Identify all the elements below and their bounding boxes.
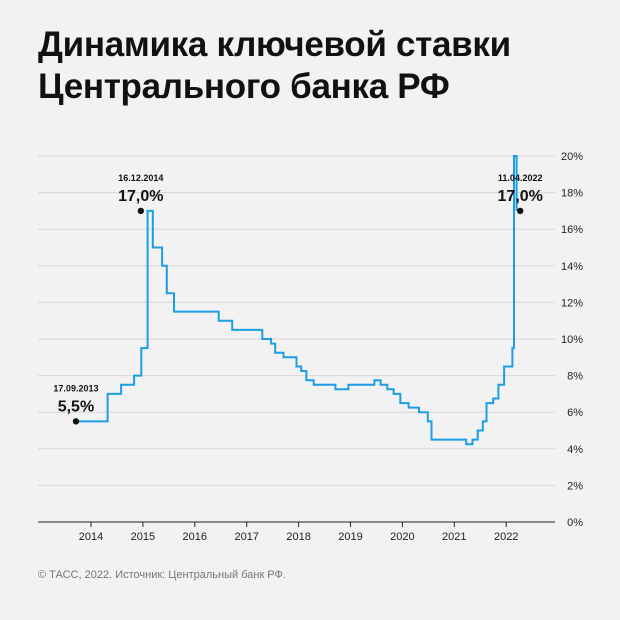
annotation-0: 17.09.2013 5,5%	[53, 383, 98, 425]
annotation-1: 16.12.2014 17,0%	[118, 173, 164, 215]
y-tick-label: 10%	[561, 334, 583, 346]
annotation-dot	[137, 207, 145, 215]
series-layer	[75, 155, 518, 446]
annotation-date: 16.12.2014	[118, 173, 163, 183]
x-tick-label: 2020	[390, 531, 414, 543]
annotation-value: 17,0%	[498, 188, 543, 205]
y-tick-label: 14%	[561, 261, 583, 273]
annotation-date: 17.09.2013	[53, 383, 98, 393]
annotation-dot	[72, 418, 80, 425]
y-tick-label: 18%	[561, 188, 583, 200]
y-tick-label: 16%	[561, 224, 583, 236]
y-tick-label: 20%	[561, 151, 583, 163]
y-tick-label: 12%	[561, 297, 583, 309]
x-tick-label: 2019	[338, 531, 362, 543]
grid-lines	[38, 155, 555, 486]
chart-title: Динамика ключевой ставки Центрального ба…	[38, 24, 511, 108]
series-line-0	[75, 155, 518, 446]
x-tick-label: 2014	[79, 531, 103, 543]
y-tick-label: 2%	[567, 480, 583, 492]
x-tick-label: 2015	[131, 531, 155, 543]
y-tick-label: 0%	[567, 517, 583, 529]
title-line-1: Динамика ключевой ставки	[38, 25, 511, 64]
y-tick-label: 4%	[567, 444, 583, 456]
y-tick-label: 8%	[567, 371, 583, 383]
annotation-2: 11.04.2022 17,0%	[498, 173, 543, 215]
annotation-date: 11.04.2022	[498, 173, 543, 183]
annotation-dot	[517, 207, 524, 215]
annotation-value: 5,5%	[58, 398, 94, 415]
y-tick-label: 6%	[567, 407, 583, 419]
x-tick-label: 2022	[494, 531, 518, 543]
x-tick-label: 2017	[234, 531, 258, 543]
axes: 0% 2% 4% 6% 8% 10% 12% 14% 16% 18% 20% 2014 2015 2016…	[38, 151, 583, 543]
x-tick-label: 2021	[442, 531, 466, 543]
source-footer: © ТАСС, 2022. Источник: Центральный банк…	[38, 569, 286, 581]
annotations-layer: 17.09.20135,5%16.12.201417,0%11.04.20221…	[53, 173, 543, 425]
title-line-2: Центрального банка РФ	[38, 67, 450, 106]
x-tick-label: 2018	[286, 531, 310, 543]
annotation-value: 17,0%	[118, 188, 163, 205]
x-tick-label: 2016	[183, 531, 207, 543]
